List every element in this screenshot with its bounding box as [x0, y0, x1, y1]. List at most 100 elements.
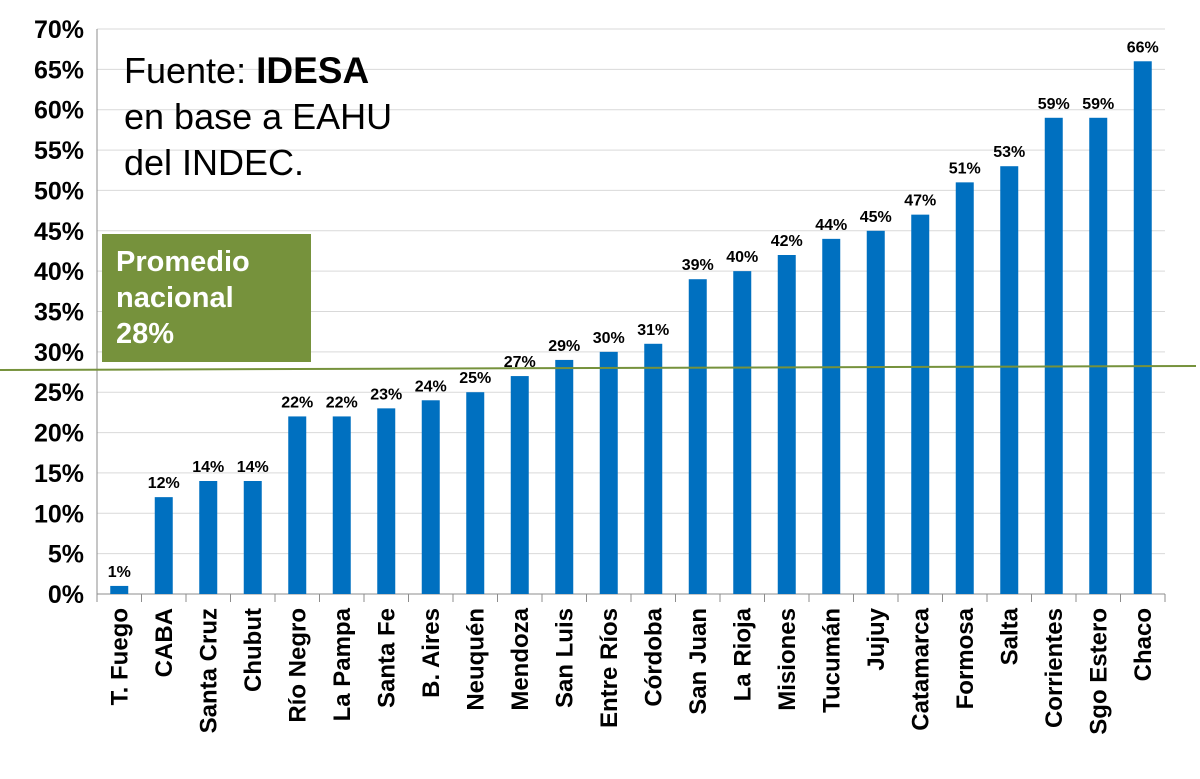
- x-tick-label: Catamarca: [907, 607, 934, 730]
- x-tick-label: B. Aires: [418, 608, 445, 698]
- data-label: 12%: [148, 475, 180, 492]
- x-tick-label: Corrientes: [1041, 608, 1068, 728]
- source-prefix: Fuente:: [124, 50, 257, 91]
- x-tick-label: CABA: [151, 608, 178, 677]
- bar: [1133, 61, 1152, 595]
- data-label: 22%: [326, 394, 358, 411]
- data-label: 39%: [682, 257, 714, 274]
- bar: [466, 392, 485, 594]
- x-tick-label: Chubut: [240, 608, 267, 692]
- x-tick-label: La Pampa: [329, 607, 356, 721]
- x-tick-label: Chaco: [1130, 608, 1157, 681]
- y-tick-label: 70%: [34, 16, 84, 44]
- y-tick-label: 30%: [34, 339, 84, 367]
- y-tick-label: 45%: [34, 218, 84, 246]
- data-label: 45%: [860, 209, 892, 226]
- y-tick-label: 50%: [34, 177, 84, 205]
- bar: [110, 585, 129, 594]
- bar: [1000, 166, 1019, 594]
- data-label: 42%: [771, 233, 803, 250]
- bar: [332, 416, 351, 594]
- data-label: 1%: [108, 564, 131, 581]
- bar: [866, 230, 885, 595]
- y-tick-label: 40%: [34, 258, 84, 286]
- y-tick-label: 65%: [34, 56, 84, 84]
- average-box: Promedio nacional 28%: [102, 234, 311, 362]
- data-label: 44%: [815, 217, 847, 234]
- bar: [1089, 117, 1108, 595]
- data-label: 40%: [726, 249, 758, 266]
- bar: [822, 238, 841, 594]
- y-tick-label: 25%: [34, 379, 84, 407]
- x-tick-label: Mendoza: [507, 607, 534, 710]
- y-tick-label: 55%: [34, 137, 84, 165]
- x-axis: T. Fuego CABA Santa Cruz Chubut Río Negro La …: [96, 594, 1166, 735]
- x-tick-label: Neuquén: [462, 608, 489, 711]
- bar: [955, 182, 974, 594]
- data-label: 25%: [459, 370, 491, 387]
- y-tick-label: 20%: [34, 420, 84, 448]
- bar: [421, 400, 440, 594]
- data-labels: 1% 12% 14% 14% 22% 22% 23% 24% 25% 27% 29% 30% 31% 39…: [108, 39, 1159, 581]
- y-tick-label: 35%: [34, 299, 84, 327]
- data-label: 47%: [904, 193, 936, 210]
- data-label: 29%: [548, 338, 580, 355]
- y-tick-label: 60%: [34, 97, 84, 125]
- x-tick-label: San Juan: [685, 608, 712, 715]
- data-label: 59%: [1082, 96, 1114, 113]
- x-tick-label: Santa Cruz: [195, 608, 222, 733]
- x-tick-label: T. Fuego: [106, 608, 133, 705]
- x-tick-label: Salta: [996, 607, 1023, 665]
- bar: [599, 351, 618, 594]
- bar: [777, 255, 796, 594]
- y-tick-label: 5%: [48, 541, 84, 569]
- data-label: 53%: [993, 144, 1025, 161]
- y-tick-label: 15%: [34, 460, 84, 488]
- bar: [510, 376, 529, 594]
- x-tick-label: Entre Ríos: [596, 608, 623, 728]
- data-label: 30%: [593, 330, 625, 347]
- bar: [644, 343, 663, 594]
- bar: [555, 359, 574, 594]
- data-label: 51%: [949, 160, 981, 177]
- bar: [154, 497, 173, 594]
- bar: [733, 271, 752, 594]
- x-tick-label: Santa Fe: [373, 608, 400, 708]
- average-line-2: nacional: [116, 282, 234, 314]
- x-tick-label: Jujuy: [863, 607, 890, 670]
- source-brand: IDESA: [256, 50, 370, 91]
- data-label: 66%: [1127, 39, 1159, 56]
- average-value: 28%: [116, 318, 175, 350]
- x-tick-label: Formosa: [952, 607, 979, 709]
- bar: [688, 279, 707, 594]
- bar: [1044, 117, 1063, 595]
- y-tick-label: 0%: [48, 581, 84, 609]
- data-label: 23%: [370, 386, 402, 403]
- data-label: 14%: [192, 459, 224, 476]
- average-line: [0, 365, 1197, 371]
- bar: [199, 481, 218, 594]
- data-label: 22%: [281, 394, 313, 411]
- data-label: 14%: [237, 459, 269, 476]
- y-tick-label: 10%: [34, 500, 84, 528]
- x-tick-label: Sgo Estero: [1085, 608, 1112, 735]
- average-line-1: Promedio: [116, 246, 250, 278]
- x-tick-label: Córdoba: [640, 607, 667, 706]
- x-tick-label: San Luis: [551, 608, 578, 708]
- bar: [377, 408, 396, 594]
- bar: [243, 481, 262, 594]
- x-tick-label: Tucumán: [818, 608, 845, 713]
- data-label: 27%: [504, 354, 536, 371]
- x-tick-label: Misiones: [774, 608, 801, 711]
- bar: [911, 214, 930, 594]
- data-label: 24%: [415, 378, 447, 395]
- data-label: 59%: [1038, 96, 1070, 113]
- data-label: 31%: [637, 322, 669, 339]
- x-tick-label: Río Negro: [284, 608, 311, 723]
- source-line-2: en base a EAHU: [124, 96, 393, 137]
- bar: [288, 416, 307, 594]
- bars: [110, 61, 1152, 595]
- source-note: Fuente: IDESA en base a EAHU del INDEC.: [124, 48, 392, 186]
- x-tick-label: La Rioja: [729, 607, 756, 701]
